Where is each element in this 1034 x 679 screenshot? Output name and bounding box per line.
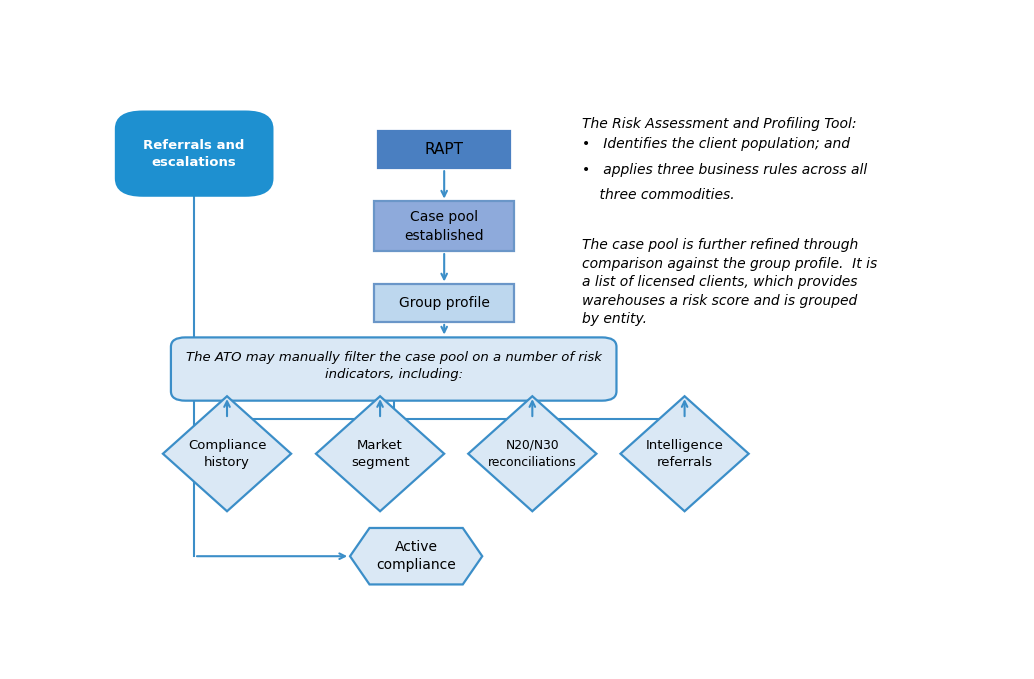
- Text: The Risk Assessment and Profiling Tool:: The Risk Assessment and Profiling Tool:: [582, 117, 856, 131]
- FancyBboxPatch shape: [378, 130, 511, 168]
- Text: Referrals and
escalations: Referrals and escalations: [144, 139, 245, 168]
- Text: Compliance
history: Compliance history: [188, 439, 267, 469]
- FancyBboxPatch shape: [171, 337, 616, 401]
- Polygon shape: [468, 397, 597, 511]
- Text: The ATO may manually filter the case pool on a number of risk
indicators, includ: The ATO may manually filter the case poo…: [186, 352, 602, 382]
- Text: The case pool is further refined through
comparison against the group profile.  : The case pool is further refined through…: [582, 238, 877, 326]
- Text: three commodities.: three commodities.: [582, 187, 734, 202]
- Text: Case pool
established: Case pool established: [404, 210, 484, 242]
- Text: RAPT: RAPT: [425, 142, 463, 157]
- Polygon shape: [351, 528, 482, 585]
- Text: Market
segment: Market segment: [351, 439, 409, 469]
- FancyBboxPatch shape: [115, 111, 273, 197]
- FancyBboxPatch shape: [374, 202, 514, 251]
- Text: N20/N30
reconciliations: N20/N30 reconciliations: [488, 439, 577, 469]
- Text: •   applies three business rules across all: • applies three business rules across al…: [582, 162, 868, 177]
- Polygon shape: [316, 397, 445, 511]
- Polygon shape: [163, 397, 292, 511]
- Text: •   Identifies the client population; and: • Identifies the client population; and: [582, 137, 850, 151]
- Polygon shape: [620, 397, 749, 511]
- FancyBboxPatch shape: [374, 285, 514, 322]
- Text: Intelligence
referrals: Intelligence referrals: [645, 439, 724, 469]
- Text: Group profile: Group profile: [399, 296, 490, 310]
- Text: Active
compliance: Active compliance: [376, 540, 456, 572]
